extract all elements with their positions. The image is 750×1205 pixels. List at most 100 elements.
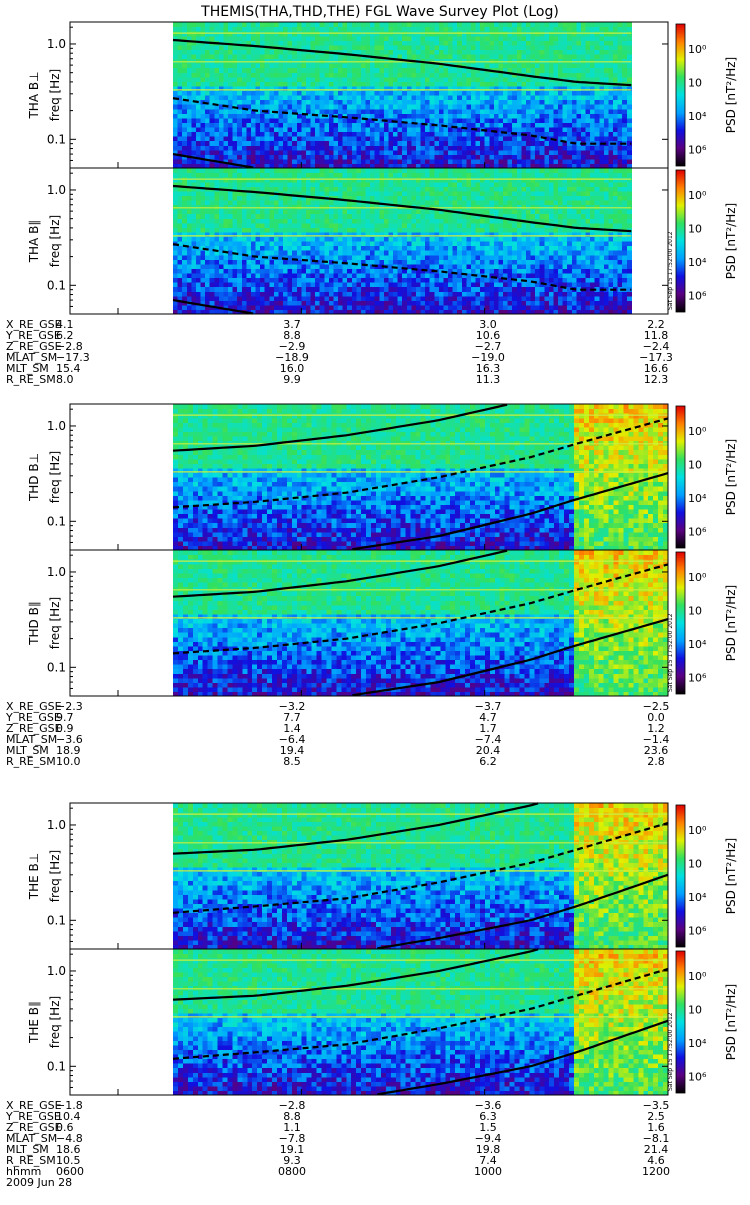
x-tick-label: 0800 xyxy=(278,1165,306,1178)
spectrogram-cells xyxy=(173,949,669,1096)
colorbar-tick-label: 10⁶ xyxy=(688,525,707,538)
colorbar-tick-label: 10⁶ xyxy=(688,143,707,156)
panel-label: THA B∥ xyxy=(27,220,41,264)
panel-label: THD B∥ xyxy=(27,601,41,646)
colorbar-tick-label: 10⁲ xyxy=(688,604,702,617)
spectrogram-cells xyxy=(173,22,632,169)
colorbar-tick-label: 10⁴ xyxy=(688,492,707,505)
colorbar-tick-label: 10⁰ xyxy=(688,425,707,438)
colorbar-gradient xyxy=(676,951,685,1093)
colorbar-tick-label: 10⁶ xyxy=(688,671,707,684)
colorbar: 10⁶ 10⁴ 10⁲ 10⁰ PSD [nT²/Hz] xyxy=(676,552,738,694)
ephemeris-value: 11.3 xyxy=(476,373,501,386)
y-tick-label: 1.0 xyxy=(47,818,66,832)
y-axis-label: freq [Hz] xyxy=(48,215,62,267)
spectrogram-cells xyxy=(173,803,669,950)
y-tick-label: 0.1 xyxy=(47,660,66,674)
colorbar: 10⁶ 10⁴ 10⁲ 10⁰ PSD [nT²/Hz] xyxy=(676,406,738,548)
colorbar-tick-label: 10⁶ xyxy=(688,924,707,937)
y-tick-label: 1.0 xyxy=(47,419,66,433)
y-tick-label: 1.0 xyxy=(47,183,66,197)
y-tick-label: 1.0 xyxy=(47,964,66,978)
colorbar-gradient xyxy=(676,805,685,947)
y-axis-label: freq [Hz] xyxy=(48,69,62,121)
colorbar-label: PSD [nT²/Hz] xyxy=(724,57,738,133)
spectrogram-cells xyxy=(173,168,632,315)
x-tick-label: 1200 xyxy=(642,1165,670,1178)
y-tick-label: 0.1 xyxy=(47,1059,66,1073)
y-tick-label: 0.1 xyxy=(47,278,66,292)
colorbar-tick-label: 10⁲ xyxy=(688,76,702,89)
panel-label: THA B⊥ xyxy=(27,71,41,119)
colorbar-tick-label: 10⁲ xyxy=(688,1003,702,1016)
ephemeris-value: 8.5 xyxy=(283,755,301,768)
colorbar: 10⁶ 10⁴ 10⁲ 10⁰ PSD [nT²/Hz] xyxy=(676,805,738,947)
plot-title: THEMIS(THA,THD,THE) FGL Wave Survey Plot… xyxy=(200,4,559,20)
colorbar-label: PSD [nT²/Hz] xyxy=(724,585,738,661)
panel-label: THD B⊥ xyxy=(27,453,41,502)
colorbar: 10⁶ 10⁴ 10⁲ 10⁰ PSD [nT²/Hz] xyxy=(676,170,738,312)
ephemeris-value: 8.0 xyxy=(56,373,74,386)
colorbar-gradient xyxy=(676,24,685,166)
colorbar-tick-label: 10⁴ xyxy=(688,638,707,651)
colorbar-label: PSD [nT²/Hz] xyxy=(724,838,738,914)
spectrogram-panel: 0.1 1.0 THA B∥ freq [Hz] xyxy=(27,168,668,315)
colorbar-gradient xyxy=(676,170,685,312)
colorbar-tick-label: 10⁰ xyxy=(688,43,707,56)
colorbar-tick-label: 10⁲ xyxy=(688,857,702,870)
colorbar-gradient xyxy=(676,406,685,548)
colorbar-tick-label: 10⁶ xyxy=(688,1070,707,1083)
spectrogram-panel: 0.1 1.0 THD B⊥ freq [Hz] xyxy=(27,404,669,551)
ephemeris-table: X_RE_GSE−1.8−2.8−3.6−3.5Y_RE_GSE10.48.86… xyxy=(5,1099,669,1167)
x-tick-label: 1000 xyxy=(474,1165,502,1178)
colorbar-tick-label: 10⁰ xyxy=(688,189,707,202)
spectrogram-cells xyxy=(173,550,669,697)
colorbar-tick-label: 10⁴ xyxy=(688,256,707,269)
colorbar: 10⁶ 10⁴ 10⁲ 10⁰ PSD [nT²/Hz] xyxy=(676,24,738,166)
panel-label: THE B⊥ xyxy=(27,853,41,900)
spectrogram-panel: 0.1 1.0 THD B∥ freq [Hz] xyxy=(27,550,669,697)
ephemeris-table: X_RE_GSE4.13.73.02.2Y_RE_GSE6.28.810.611… xyxy=(5,318,673,386)
colorbar: 10⁶ 10⁴ 10⁲ 10⁰ PSD [nT²/Hz] xyxy=(676,951,738,1093)
y-axis-label: freq [Hz] xyxy=(48,850,62,902)
date-label: 2009 Jun 28 xyxy=(6,1176,72,1189)
y-tick-label: 0.1 xyxy=(47,132,66,146)
colorbar-label: PSD [nT²/Hz] xyxy=(724,203,738,279)
colorbar-tick-label: 10⁴ xyxy=(688,110,707,123)
spectrogram-panel: 0.1 1.0 THE B∥ freq [Hz] xyxy=(27,949,669,1096)
spectrogram-cells xyxy=(173,404,669,551)
y-axis-label: freq [Hz] xyxy=(48,451,62,503)
colorbar-tick-label: 10⁰ xyxy=(688,824,707,837)
panel-label: THE B∥ xyxy=(27,1001,41,1044)
colorbar-tick-label: 10⁰ xyxy=(688,571,707,584)
spectrogram-panel: 0.1 1.0 THA B⊥ freq [Hz] xyxy=(27,22,668,169)
y-tick-label: 0.1 xyxy=(47,913,66,927)
spectrogram-panel: 0.1 1.0 THE B⊥ freq [Hz] xyxy=(27,803,669,950)
colorbar-label: PSD [nT²/Hz] xyxy=(724,439,738,515)
timestamp-stamp: Sat Sep 15 17:52:00 2012 xyxy=(667,613,674,692)
colorbar-tick-label: 10⁲ xyxy=(688,222,702,235)
timestamp-stamp: Sat Sep 15 17:52:00 2012 xyxy=(667,1012,674,1091)
ephemeris-row-label: R_RE_SM xyxy=(6,755,56,768)
colorbar-tick-label: 10⁴ xyxy=(688,891,707,904)
ephemeris-value: 10.0 xyxy=(56,755,81,768)
y-axis-label: freq [Hz] xyxy=(48,996,62,1048)
y-tick-label: 0.1 xyxy=(47,514,66,528)
y-tick-label: 1.0 xyxy=(47,565,66,579)
colorbar-tick-label: 10⁶ xyxy=(688,289,707,302)
colorbar-tick-label: 10⁴ xyxy=(688,1037,707,1050)
ephemeris-table: X_RE_GSE−2.3−3.2−3.7−2.5Y_RE_GSE9.77.74.… xyxy=(5,700,669,768)
colorbar-label: PSD [nT²/Hz] xyxy=(724,984,738,1060)
colorbar-tick-label: 10⁰ xyxy=(688,970,707,983)
timestamp-stamp: Sat Sep 15 17:52:00 2012 xyxy=(667,231,674,310)
ephemeris-value: 6.2 xyxy=(479,755,497,768)
ephemeris-row-label: R_RE_SM xyxy=(6,373,56,386)
colorbar-gradient xyxy=(676,552,685,694)
y-axis-label: freq [Hz] xyxy=(48,597,62,649)
ephemeris-value: 9.9 xyxy=(283,373,301,386)
ephemeris-value: 12.3 xyxy=(644,373,669,386)
y-tick-label: 1.0 xyxy=(47,37,66,51)
colorbar-tick-label: 10⁲ xyxy=(688,458,702,471)
